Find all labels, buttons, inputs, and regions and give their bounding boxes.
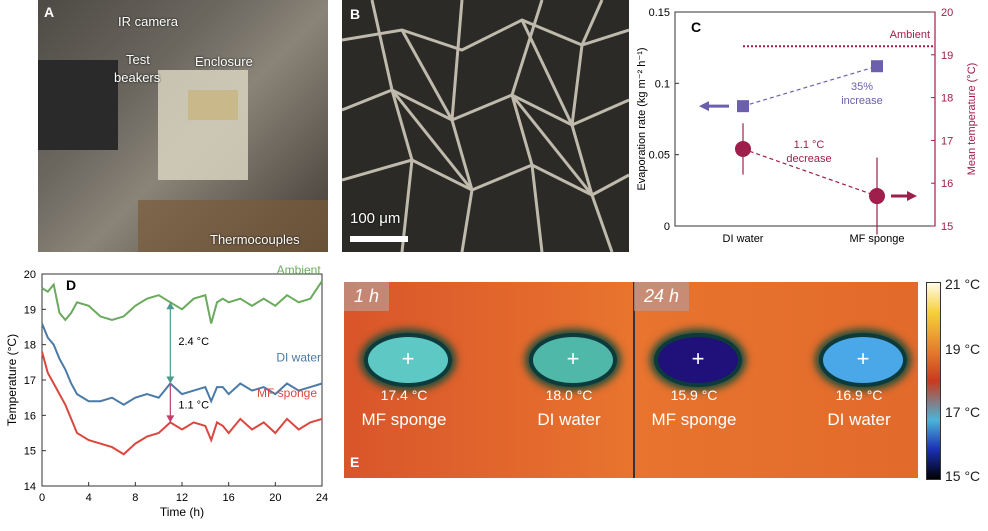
y2-tick-label: 17 — [941, 135, 953, 147]
frame-time-label: 24 h — [634, 282, 690, 311]
crosshair-icon: + — [401, 346, 415, 371]
series-label: DI water — [276, 351, 321, 365]
annot-decrease: decrease — [786, 153, 831, 165]
annot-increase: increase — [841, 95, 883, 107]
y-tick-label: 14 — [24, 481, 36, 493]
y2-tick-label: 15 — [941, 221, 953, 233]
panel-d-chart: D 0 4 8 12 16 20 24 14 15 16 17 18 19 20 Time (h) Temper… — [5, 263, 328, 519]
delta-2-4-head-top — [166, 302, 175, 310]
colorbar — [926, 282, 941, 480]
label-enclosure: Enclosure — [195, 54, 253, 69]
y-tick-label: 0.15 — [649, 7, 670, 19]
evap-marker — [871, 60, 883, 73]
spot-temperature: 17.4 °C — [380, 387, 428, 403]
x-tick-label: 4 — [86, 492, 92, 504]
x-tick-label: 0 — [39, 492, 45, 504]
series-label: Ambient — [277, 263, 322, 277]
y-tick-label: 20 — [24, 269, 36, 281]
colorbar-tick-17: 17 °C — [945, 404, 981, 420]
y-tick-label: 19 — [24, 304, 36, 316]
x-tick-label: 16 — [223, 492, 235, 504]
temp-marker — [735, 140, 751, 157]
x-tick-label: 20 — [269, 492, 281, 504]
thermal-spot: + — [529, 333, 617, 387]
y-tick-label: 0 — [664, 221, 670, 233]
thermal-spot: + — [819, 333, 907, 387]
panel-b-letter: B — [350, 6, 361, 22]
delta-1-1-label: 1.1 °C — [178, 400, 209, 412]
crosshair-icon: + — [691, 346, 705, 371]
y2-tick-label: 20 — [941, 7, 953, 19]
y-tick-label: 0.1 — [655, 78, 670, 90]
annot-pct: 35% — [851, 81, 873, 93]
frame-time-label: 1 h — [344, 282, 390, 311]
spot-sample-name: DI water — [827, 410, 891, 429]
evap-marker — [737, 100, 749, 113]
x-tick-label: 24 — [316, 492, 328, 504]
temp-line — [742, 148, 878, 197]
evap-line — [742, 65, 878, 107]
x-tick-label: MF sponge — [849, 233, 904, 245]
series-line-mf-sponge — [41, 351, 323, 456]
crosshair-icon: + — [566, 346, 580, 371]
thermal-spot: + — [654, 333, 742, 387]
temp-marker — [869, 188, 885, 205]
spot-temperature: 16.9 °C — [835, 387, 883, 403]
frame-divider — [633, 282, 635, 478]
x-tick-label: 12 — [176, 492, 188, 504]
y2-tick-label: 18 — [941, 93, 953, 105]
x-tick-label: DI water — [723, 233, 764, 245]
panel-b-micrograph: B 100 μm — [342, 0, 629, 252]
y-tick-label: 17 — [24, 375, 36, 387]
panel-a-letter: A — [44, 4, 55, 20]
delta-2-4-head-bottom — [166, 376, 175, 384]
colorbar-tick-15: 15 °C — [945, 468, 981, 484]
y-tick-label: 18 — [24, 340, 36, 352]
thermal-spot: + — [364, 333, 452, 387]
y2-tick-label: 19 — [941, 50, 953, 62]
label-thermocouples: Thermocouples — [210, 232, 300, 247]
panel-e-letter: E — [350, 454, 360, 470]
y2-axis-label: Mean temperature (°C) — [966, 63, 978, 176]
spot-sample-name: MF sponge — [361, 410, 447, 429]
label-beakers: beakers — [114, 70, 161, 85]
plot-frame — [674, 11, 936, 227]
colorbar-tick-19: 19 °C — [945, 341, 981, 357]
annot-delta: 1.1 °C — [794, 139, 825, 151]
series-line-di-water — [41, 323, 323, 406]
foam-network — [342, 0, 629, 252]
spot-temperature: 15.9 °C — [670, 387, 718, 403]
x-axis-label: Time (h) — [160, 505, 204, 519]
crosshair-icon: + — [856, 346, 870, 371]
x-tick-label: 8 — [132, 492, 138, 504]
y-axis-label: Temperature (°C) — [5, 334, 19, 426]
temp-arrowhead — [907, 191, 917, 202]
ambient-label: Ambient — [890, 29, 930, 41]
panel-a-photo: A IR camera Test beakers Enclosure Therm… — [38, 0, 328, 252]
spot-sample-name: DI water — [537, 410, 601, 429]
y-tick-label: 16 — [24, 410, 36, 422]
series-label: MF sponge — [257, 386, 317, 400]
scale-bar-label: 100 μm — [350, 210, 401, 227]
plot-frame — [41, 273, 323, 487]
panel-d-letter: D — [66, 277, 76, 293]
delta-1-1-head — [166, 415, 175, 423]
series-line-ambient — [41, 280, 323, 324]
panel-c-chart: C 0 0.05 0.1 0.15 15 16 17 18 19 20 DI water MF spon… — [636, 7, 978, 245]
evap-arrowhead — [699, 101, 709, 112]
y2-tick-label: 16 — [941, 178, 953, 190]
scale-bar — [350, 236, 408, 242]
y-tick-label: 0.05 — [649, 150, 670, 162]
delta-2-4-label: 2.4 °C — [178, 336, 209, 348]
panel-e-thermal: E — [344, 282, 918, 478]
y-axis-label: Evaporation rate (kg m⁻² h⁻¹) — [636, 47, 648, 190]
label-ir-camera: IR camera — [118, 14, 178, 29]
spot-sample-name: MF sponge — [651, 410, 737, 429]
panel-c-letter: C — [691, 19, 701, 35]
y-tick-label: 15 — [24, 446, 36, 458]
label-test: Test — [126, 52, 150, 67]
spot-temperature: 18.0 °C — [545, 387, 593, 403]
colorbar-tick-21: 21 °C — [945, 276, 981, 292]
